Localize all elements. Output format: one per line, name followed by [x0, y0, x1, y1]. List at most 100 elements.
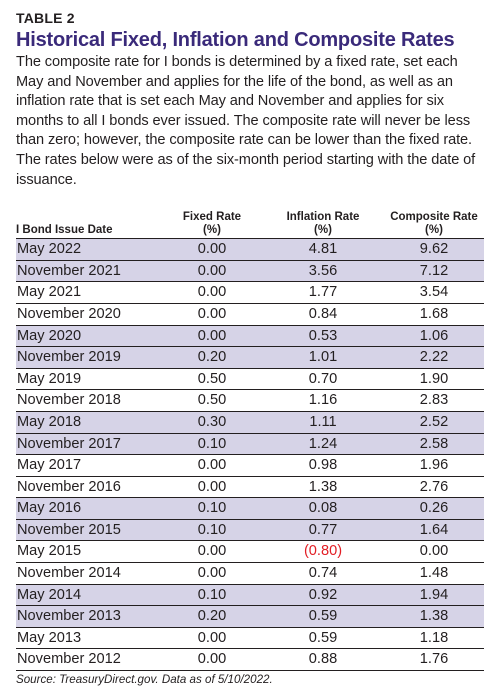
- fixed-rate-cell: 0.00: [197, 305, 227, 322]
- fixed-rate-cell: 0.50: [197, 370, 227, 387]
- column-header-composite-rate: Composite Rate (%): [384, 211, 484, 239]
- table-row: November 2019 0.20 1.01 2.22: [16, 346, 484, 369]
- issue-date-cell: November 2021: [16, 260, 162, 282]
- issue-date-cell: May 2014: [16, 584, 162, 606]
- inflation-rate-cell: 1.11: [262, 411, 384, 433]
- fixed-rate-cell: 0.50: [197, 392, 227, 409]
- inflation-rate-cell: 0.88: [308, 651, 338, 668]
- inflation-rate-cell: 0.98: [308, 457, 338, 474]
- fixed-rate-cell: 0.00: [197, 651, 227, 668]
- issue-date-cell: May 2013: [17, 629, 82, 646]
- fixed-rate-cell: 0.10: [162, 584, 262, 606]
- column-header-issue-date: I Bond Issue Date: [16, 211, 162, 239]
- composite-rate-cell: 1.18: [419, 629, 449, 646]
- issue-date-cell: November 2020: [17, 305, 121, 322]
- inflation-rate-cell: 0.53: [262, 325, 384, 347]
- issue-date-cell: May 2017: [17, 457, 82, 474]
- table-row: May 2021 0.00 1.77 3.54: [16, 282, 484, 304]
- table-row: May 2022 0.00 4.81 9.62: [16, 238, 484, 261]
- fixed-rate-cell: 0.00: [162, 260, 262, 282]
- column-header-line2: (%): [314, 224, 332, 237]
- issue-date-cell: November 2018: [17, 392, 121, 409]
- fixed-rate-cell: 0.00: [197, 543, 227, 560]
- composite-rate-cell: 7.12: [384, 260, 484, 282]
- fixed-rate-cell: 0.00: [197, 629, 227, 646]
- inflation-rate-cell: 1.38: [308, 478, 338, 495]
- issue-date-cell: May 2022: [16, 238, 162, 261]
- column-header-line1: Fixed Rate: [182, 211, 242, 224]
- composite-rate-cell: 2.83: [419, 392, 449, 409]
- composite-rate-cell: 1.64: [384, 519, 484, 541]
- fixed-rate-cell: 0.10: [162, 497, 262, 520]
- inflation-rate-cell: 0.59: [308, 629, 338, 646]
- composite-rate-cell: 2.52: [384, 411, 484, 433]
- inflation-rate-cell: 0.74: [308, 565, 338, 582]
- column-header-line2: (%): [203, 224, 221, 237]
- table-row: November 2012 0.00 0.88 1.76: [16, 649, 484, 671]
- inflation-rate-cell: 4.81: [262, 238, 384, 261]
- inflation-rate-cell: 0.59: [262, 605, 384, 628]
- issue-date-cell: May 2020: [16, 325, 162, 347]
- issue-date-cell: November 2013: [16, 605, 162, 628]
- issue-date-cell: May 2018: [16, 411, 162, 433]
- composite-rate-cell: 1.96: [419, 457, 449, 474]
- issue-date-cell: May 2019: [17, 370, 82, 387]
- fixed-rate-cell: 0.00: [162, 238, 262, 261]
- composite-rate-cell: 1.90: [419, 370, 449, 387]
- inflation-rate-cell: 0.70: [308, 370, 338, 387]
- table-row: May 2019 0.50 0.70 1.90: [16, 368, 484, 390]
- column-header-inflation-rate: Inflation Rate (%): [262, 211, 384, 239]
- table-row: May 2014 0.10 0.92 1.94: [16, 584, 484, 606]
- issue-date-cell: May 2016: [16, 497, 162, 520]
- issue-date-cell: May 2021: [17, 284, 82, 301]
- composite-rate-cell: 2.76: [419, 478, 449, 495]
- inflation-rate-cell: 0.77: [262, 519, 384, 541]
- source-note: Source: TreasuryDirect.gov. Data as of 5…: [16, 673, 273, 687]
- inflation-rate-cell: 0.08: [262, 497, 384, 520]
- column-header-line1: Composite Rate: [390, 211, 478, 224]
- issue-date-cell: November 2015: [16, 519, 162, 541]
- table-row: November 2017 0.10 1.24 2.58: [16, 433, 484, 455]
- table-row: May 2017 0.00 0.98 1.96: [16, 455, 484, 477]
- table-row: November 2014 0.00 0.74 1.48: [16, 563, 484, 585]
- table-row: November 2016 0.00 1.38 2.76: [16, 476, 484, 498]
- inflation-rate-cell: 1.24: [262, 433, 384, 455]
- fixed-rate-cell: 0.20: [162, 605, 262, 628]
- fixed-rate-cell: 0.00: [197, 478, 227, 495]
- table-row: May 2015 0.00 (0.80) 0.00: [16, 541, 484, 563]
- fixed-rate-cell: 0.00: [197, 565, 227, 582]
- column-header-line2: (%): [425, 224, 443, 237]
- table-row: May 2018 0.30 1.11 2.52: [16, 411, 484, 433]
- composite-rate-cell: 1.48: [419, 565, 449, 582]
- composite-rate-cell: 0.26: [384, 497, 484, 520]
- composite-rate-cell: 3.54: [419, 284, 449, 301]
- issue-date-cell: November 2016: [17, 478, 121, 495]
- table-row: November 2015 0.10 0.77 1.64: [16, 519, 484, 541]
- fixed-rate-cell: 0.20: [162, 346, 262, 369]
- composite-rate-cell: 1.06: [384, 325, 484, 347]
- fixed-rate-cell: 0.10: [162, 519, 262, 541]
- table-row: November 2021 0.00 3.56 7.12: [16, 260, 484, 282]
- table-label: TABLE 2: [16, 10, 75, 26]
- composite-rate-cell: 1.68: [419, 305, 449, 322]
- table-row: May 2016 0.10 0.08 0.26: [16, 497, 484, 520]
- rates-table: I Bond Issue Date Fixed Rate (%) Inflati…: [16, 211, 484, 671]
- table-row: November 2018 0.50 1.16 2.83: [16, 390, 484, 412]
- inflation-rate-cell: 1.77: [308, 284, 338, 301]
- issue-date-cell: November 2014: [17, 565, 121, 582]
- fixed-rate-cell: 0.00: [197, 284, 227, 301]
- composite-rate-cell: 2.58: [384, 433, 484, 455]
- inflation-rate-cell: (0.80): [303, 543, 343, 560]
- table-row: May 2020 0.00 0.53 1.06: [16, 325, 484, 347]
- issue-date-cell: November 2012: [17, 651, 121, 668]
- inflation-rate-cell: 0.84: [308, 305, 338, 322]
- inflation-rate-cell: 0.92: [262, 584, 384, 606]
- column-header-line1: Inflation Rate: [286, 211, 360, 224]
- table-body: May 2022 0.00 4.81 9.62 November 2021 0.00 3.5…: [16, 238, 484, 671]
- column-header-fixed-rate: Fixed Rate (%): [162, 211, 262, 239]
- composite-rate-cell: 0.00: [419, 543, 449, 560]
- column-header-line2: I Bond Issue Date: [16, 224, 113, 237]
- issue-date-cell: November 2017: [16, 433, 162, 455]
- table-row: November 2013 0.20 0.59 1.38: [16, 605, 484, 628]
